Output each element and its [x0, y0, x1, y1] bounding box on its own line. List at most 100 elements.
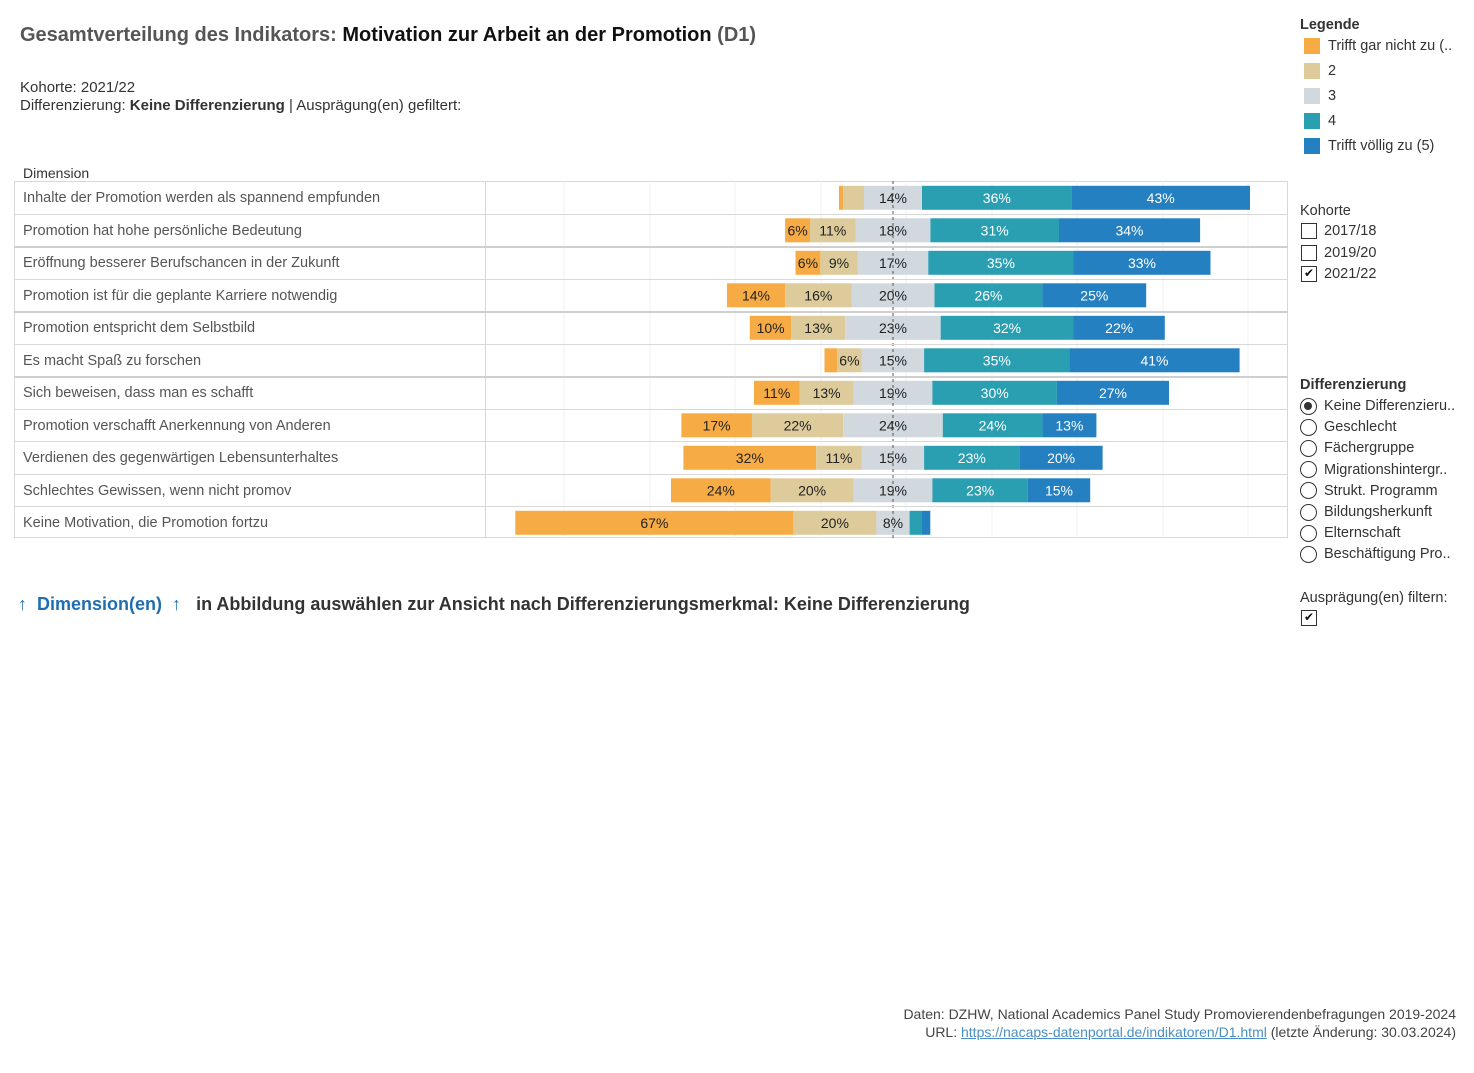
- bar-segment[interactable]: [857, 250, 929, 275]
- auspraegung-filter-checkbox[interactable]: ✔: [1301, 608, 1324, 628]
- radio-button[interactable]: [1300, 418, 1317, 436]
- bar-segment[interactable]: [928, 250, 1074, 275]
- bar-segment[interactable]: [816, 445, 862, 470]
- legend-item[interactable]: 3: [1304, 87, 1336, 105]
- dimension-row-label[interactable]: Sich beweisen, dass man es schafft: [23, 385, 254, 401]
- bar-segment[interactable]: [1073, 315, 1165, 340]
- radio-button[interactable]: [1300, 545, 1317, 563]
- bar-row[interactable]: 67% 20% 8%: [515, 510, 931, 535]
- bar-segment[interactable]: [751, 413, 844, 438]
- legend-item[interactable]: 2: [1304, 62, 1336, 80]
- dimension-row-label[interactable]: Promotion hat hohe persönliche Bedeutung: [23, 222, 302, 239]
- bar-segment[interactable]: [770, 478, 854, 503]
- bar-row[interactable]: 14% 36% 43%: [839, 185, 1251, 210]
- radio-button[interactable]: [1300, 482, 1317, 500]
- dimension-row-label[interactable]: Promotion entspricht dem Selbstbild: [23, 320, 256, 336]
- kohorte-option[interactable]: 2017/18: [1301, 221, 1376, 241]
- dimension-row-label[interactable]: Keine Motivation, die Promotion fortzu: [23, 515, 269, 531]
- checkbox[interactable]: [1301, 244, 1317, 261]
- checkbox[interactable]: ✔: [1301, 266, 1317, 282]
- bar-segment[interactable]: [791, 315, 846, 340]
- bar-segment[interactable]: [942, 413, 1043, 438]
- bar-row[interactable]: 17% 22% 24% 24% 13%: [681, 413, 1097, 438]
- bar-segment[interactable]: [1073, 250, 1211, 275]
- bar-row[interactable]: 6% 15% 35% 41%: [824, 348, 1240, 373]
- bar-segment[interactable]: [934, 283, 1043, 308]
- legend-item[interactable]: Trifft gar nicht zu (..: [1304, 37, 1452, 55]
- differenzierung-option[interactable]: Migrationshintergr..: [1300, 460, 1447, 480]
- bar-segment[interactable]: [810, 218, 856, 243]
- radio-button[interactable]: [1300, 439, 1317, 457]
- dimension-header[interactable]: Dimension: [23, 165, 90, 181]
- differenzierung-option[interactable]: Geschlecht: [1300, 417, 1397, 437]
- bar-segment[interactable]: [785, 218, 810, 243]
- bar-segment[interactable]: [683, 445, 817, 470]
- bar-segment[interactable]: [932, 478, 1028, 503]
- bar-segment[interactable]: [785, 283, 852, 308]
- bar-segment[interactable]: [1019, 445, 1103, 470]
- dimension-row-label[interactable]: Verdienen des gegenwärtigen Lebensunterh…: [23, 450, 339, 466]
- bar-row[interactable]: 24% 20% 19% 23% 15%: [671, 478, 1091, 503]
- bar-segment[interactable]: [1069, 348, 1240, 373]
- filter-checkbox-box[interactable]: ✔: [1301, 610, 1317, 626]
- bar-segment[interactable]: [1027, 478, 1091, 503]
- kohorte-option[interactable]: 2019/20: [1301, 243, 1376, 263]
- bar-segment[interactable]: [922, 185, 1072, 210]
- legend-item[interactable]: Trifft völlig zu (5): [1304, 137, 1434, 155]
- bar-segment[interactable]: [837, 348, 862, 373]
- dimension-row-label[interactable]: Promotion verschafft Anerkennung von And…: [23, 417, 331, 434]
- bar-segment[interactable]: [839, 185, 844, 210]
- bar-segment[interactable]: [795, 250, 821, 275]
- differenzierung-option[interactable]: Bildungsherkunft: [1300, 502, 1432, 522]
- bar-segment[interactable]: [924, 445, 1020, 470]
- legend-swatch: [1304, 88, 1320, 104]
- differenzierung-option[interactable]: Beschäftigung Pro..: [1300, 544, 1451, 564]
- dimension-row-label[interactable]: Inhalte der Promotion werden als spannen…: [23, 190, 381, 206]
- kohorte-option[interactable]: ✔ 2021/22: [1301, 264, 1376, 284]
- dimension-link[interactable]: Dimension(en): [37, 594, 163, 614]
- bar-row[interactable]: 14% 16% 20% 26% 25%: [727, 283, 1147, 308]
- bar-segment[interactable]: [681, 413, 752, 438]
- bar-segment[interactable]: [799, 380, 854, 405]
- differenzierung-option[interactable]: Fächergruppe: [1300, 438, 1414, 458]
- dimension-row-label[interactable]: Schlechtes Gewissen, wenn nicht promov: [23, 482, 292, 499]
- bar-segment[interactable]: [824, 348, 838, 373]
- differenzierung-option[interactable]: Strukt. Programm: [1300, 481, 1438, 501]
- radio-button[interactable]: [1300, 524, 1317, 542]
- bar-segment[interactable]: [909, 510, 923, 535]
- bar-row[interactable]: 11% 13% 19% 30% 27%: [754, 380, 1169, 405]
- bar-segment[interactable]: [1071, 185, 1251, 210]
- bar-segment[interactable]: [922, 510, 931, 535]
- dimension-row-label[interactable]: Es macht Spaß zu forschen: [23, 352, 202, 369]
- bar-segment[interactable]: [727, 283, 786, 308]
- bar-segment[interactable]: [820, 250, 858, 275]
- radio-button[interactable]: [1300, 503, 1317, 521]
- legend-item[interactable]: 4: [1304, 112, 1336, 130]
- bar-segment[interactable]: [930, 218, 1060, 243]
- radio-button[interactable]: [1300, 461, 1317, 479]
- bar-segment[interactable]: [924, 348, 1070, 373]
- bar-segment[interactable]: [1059, 218, 1201, 243]
- differenzierung-option[interactable]: Keine Differenzieru..: [1300, 396, 1455, 416]
- bar-segment[interactable]: [793, 510, 877, 535]
- bar-segment[interactable]: [932, 380, 1057, 405]
- bar-segment[interactable]: [749, 315, 792, 340]
- bar-segment[interactable]: [754, 380, 800, 405]
- differenzierung-option[interactable]: Elternschaft: [1300, 523, 1401, 543]
- bar-row[interactable]: 10% 13% 23% 32% 22%: [749, 315, 1165, 340]
- bar-segment[interactable]: [1042, 283, 1147, 308]
- dimension-row-label[interactable]: Promotion ist für die geplante Karriere …: [23, 287, 338, 304]
- source-url-link[interactable]: https://nacaps-datenportal.de/indikatore…: [961, 1024, 1267, 1040]
- dimension-row-label[interactable]: Eröffnung besserer Berufschancen in der …: [23, 255, 340, 271]
- bar-segment[interactable]: [843, 185, 864, 210]
- checkbox[interactable]: [1301, 223, 1317, 239]
- bar-segment[interactable]: [671, 478, 771, 503]
- bar-row[interactable]: 6% 9% 17% 35% 33%: [795, 250, 1211, 275]
- bar-segment[interactable]: [940, 315, 1074, 340]
- bar-row[interactable]: 6% 11% 18% 31% 34%: [785, 218, 1201, 243]
- bar-segment[interactable]: [515, 510, 794, 535]
- radio-button[interactable]: [1300, 397, 1317, 415]
- bar-segment[interactable]: [1042, 413, 1097, 438]
- bar-segment[interactable]: [1056, 380, 1169, 405]
